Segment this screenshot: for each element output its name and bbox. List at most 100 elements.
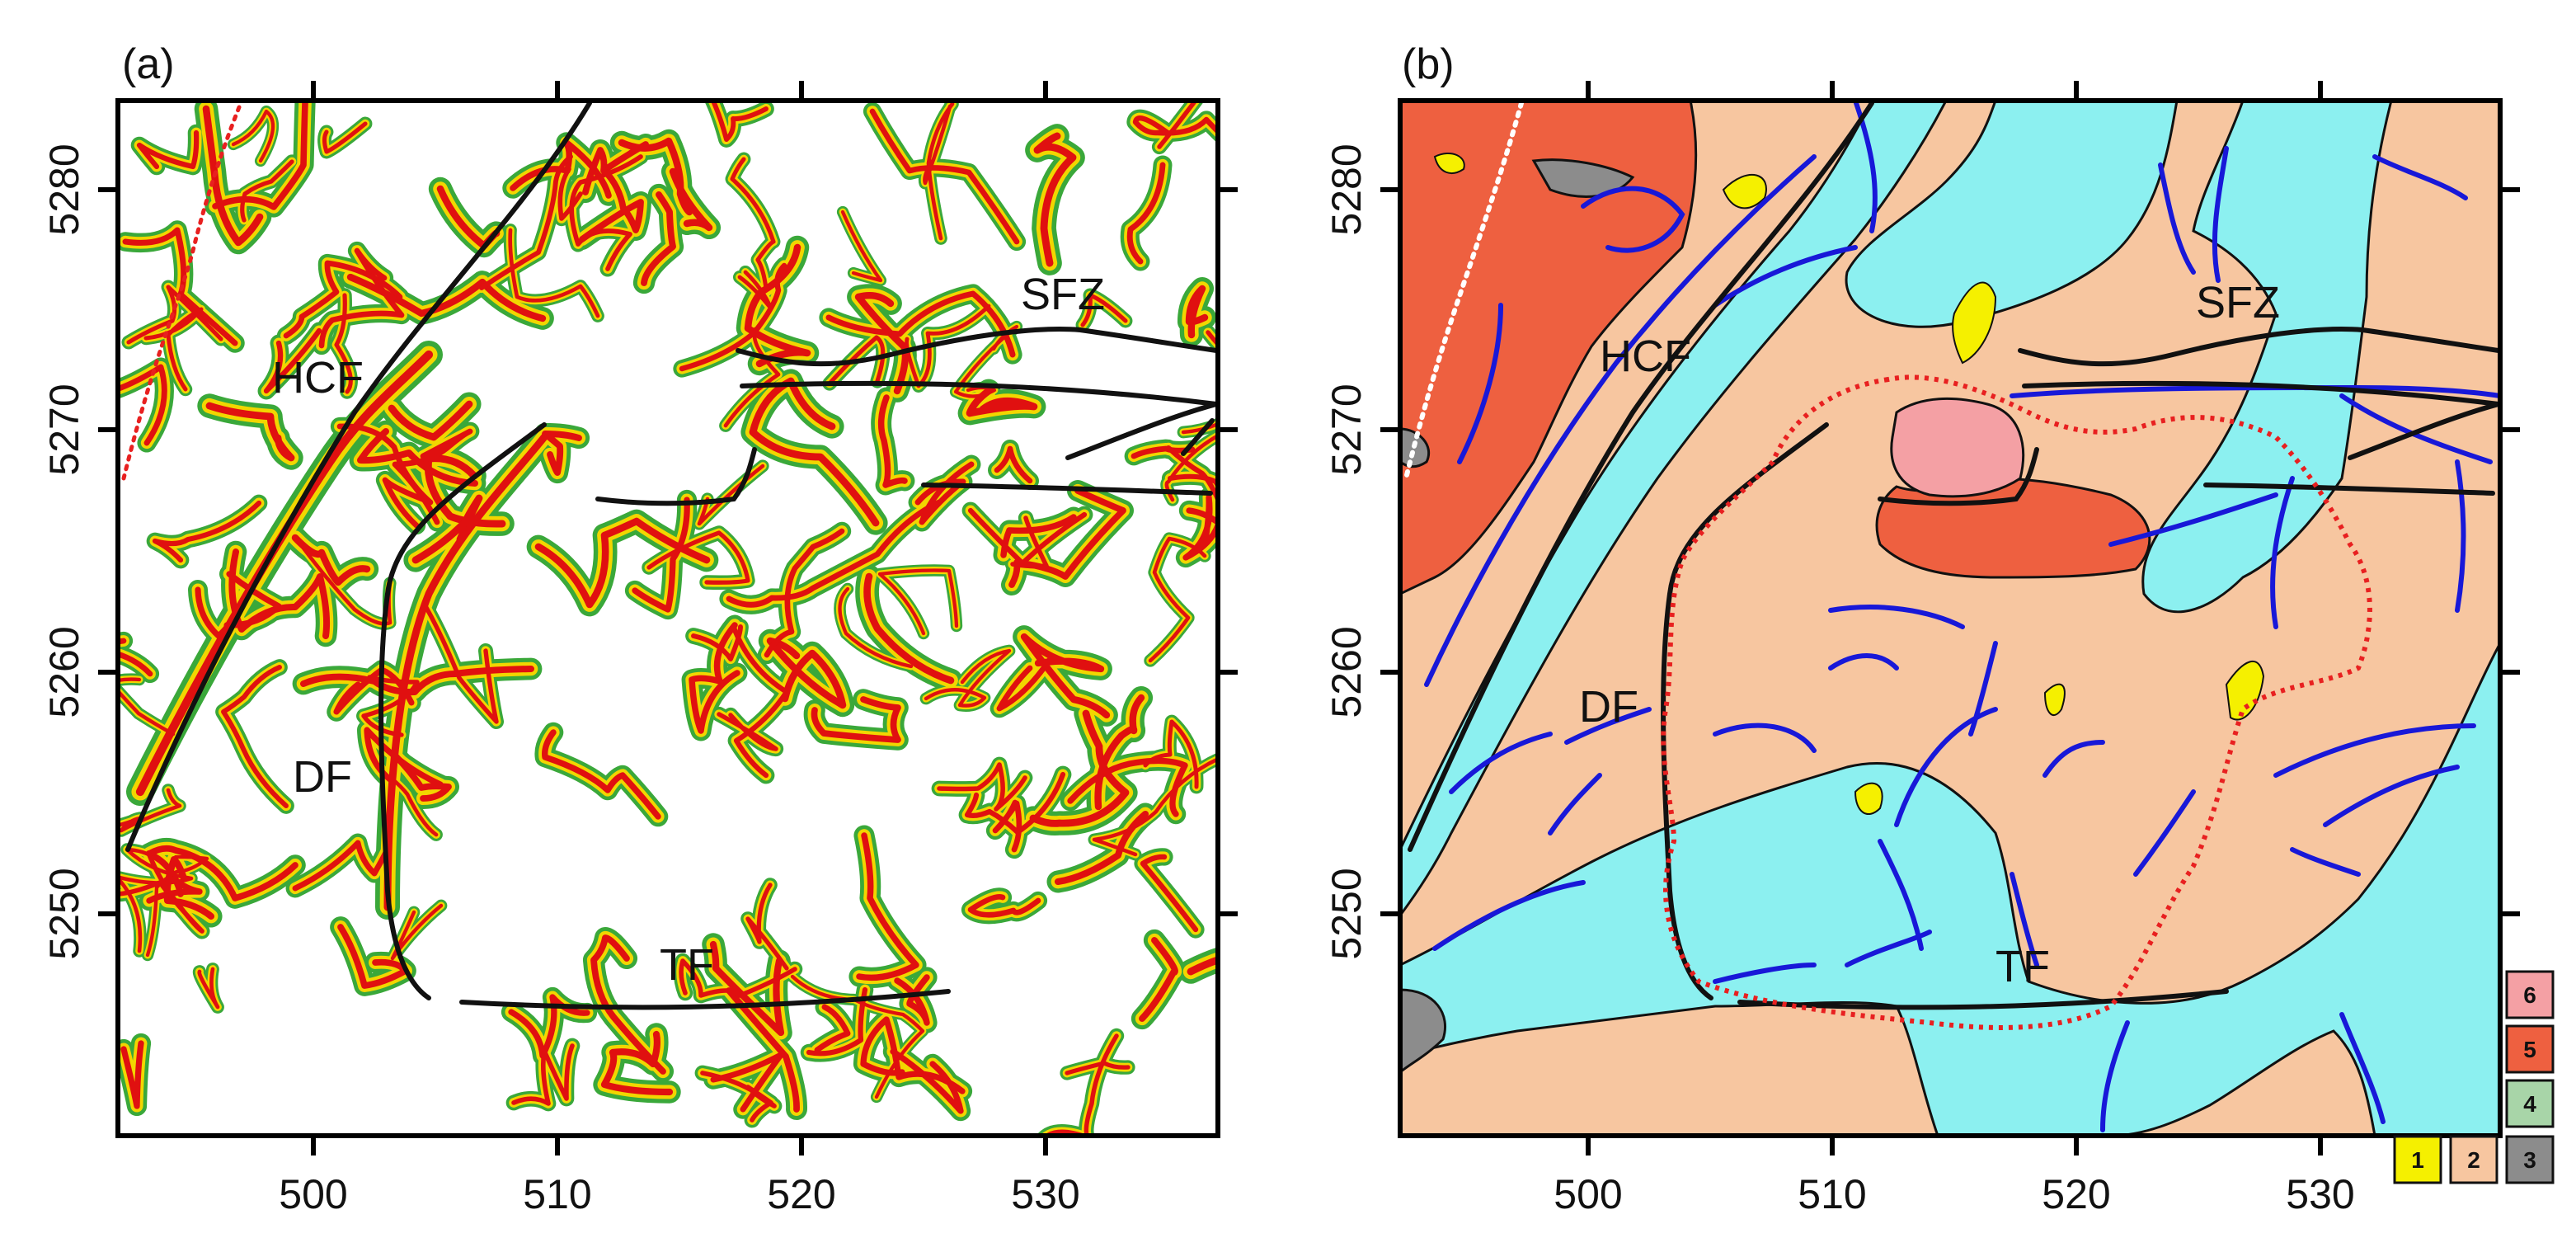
legend-key-1: 1 bbox=[2411, 1147, 2424, 1173]
panel-b: (b) bbox=[1323, 40, 2555, 1217]
unit-1-d bbox=[2043, 683, 2066, 716]
anomaly-strand bbox=[840, 209, 883, 283]
anomaly-strand bbox=[479, 154, 573, 290]
lineament-20 bbox=[1548, 773, 1602, 835]
anomaly-strand bbox=[197, 967, 220, 1010]
anomaly-strand bbox=[905, 304, 991, 388]
anomaly-strand bbox=[745, 883, 789, 971]
geology-map bbox=[1400, 101, 2500, 1136]
unit-1-c bbox=[2225, 660, 2265, 721]
unit-1-a bbox=[1722, 174, 1767, 209]
anomaly-strand bbox=[122, 227, 238, 346]
fault-tf-b bbox=[1737, 989, 2229, 1010]
legend-key-6: 6 bbox=[2523, 982, 2536, 1008]
lineament-4 bbox=[1713, 245, 1858, 308]
ticks-b bbox=[1380, 81, 2520, 1156]
anomaly-strand bbox=[283, 260, 403, 339]
anomaly-strand bbox=[357, 428, 478, 487]
fault-inner-b bbox=[1878, 447, 2039, 506]
fault-sfz-b3 bbox=[2203, 482, 2495, 496]
anomaly-strand bbox=[924, 648, 1012, 708]
x-tick-b-510: 510 bbox=[1798, 1171, 1866, 1217]
anomaly-strand bbox=[1164, 433, 1218, 502]
anomaly-strand bbox=[118, 364, 167, 446]
anomaly-strand bbox=[337, 924, 409, 989]
legend-swatch-1 bbox=[2393, 1135, 2442, 1184]
anomaly-strand bbox=[118, 688, 176, 737]
anomaly-strand bbox=[730, 157, 776, 291]
anomaly-strand bbox=[1008, 487, 1126, 588]
anomaly-strand bbox=[126, 285, 223, 345]
lineament-30 bbox=[1845, 930, 1932, 967]
fault-sfz-a2 bbox=[740, 380, 1219, 407]
anomaly-strand bbox=[726, 987, 800, 1113]
fault-inner-a bbox=[595, 447, 757, 506]
lineament-7 bbox=[2372, 154, 2468, 200]
x-tick-a-520: 520 bbox=[767, 1171, 835, 1217]
panel-b-frame bbox=[1398, 98, 2503, 1138]
y-tick-b-5270: 5270 bbox=[1323, 384, 1370, 475]
lineament-29 bbox=[2100, 1020, 2130, 1132]
anomaly-strand bbox=[383, 433, 548, 911]
panel-a-label: (a) bbox=[122, 40, 175, 88]
anomaly-strand bbox=[790, 974, 925, 1099]
unit-3-n bbox=[1531, 158, 1635, 198]
anomaly-strand bbox=[877, 394, 908, 488]
lineament-28 bbox=[2339, 1012, 2386, 1124]
lineament-2 bbox=[1457, 303, 1503, 464]
y-tick-b-5250: 5250 bbox=[1323, 868, 1370, 959]
label-tf-a: TF bbox=[660, 940, 714, 990]
x-tick-b-520: 520 bbox=[2042, 1171, 2110, 1217]
anomaly-strand bbox=[1092, 756, 1218, 857]
y-tick-b-5280: 5280 bbox=[1323, 144, 1370, 235]
anomaly-strand bbox=[579, 167, 644, 242]
anomaly-strand bbox=[590, 934, 666, 1075]
anomaly-strand bbox=[136, 129, 200, 170]
anomaly-strand bbox=[152, 500, 262, 563]
anomaly-strand bbox=[228, 548, 331, 639]
unit-cyan-north bbox=[1845, 101, 2179, 328]
label-tf-b: TF bbox=[1995, 942, 2050, 991]
unit-1-f bbox=[1433, 153, 1465, 174]
anomaly-strand bbox=[827, 335, 886, 386]
anomaly-strand bbox=[877, 568, 959, 636]
label-sfz-b: SFZ bbox=[2196, 278, 2280, 327]
anomaly-strand bbox=[1020, 633, 1111, 719]
anomaly-strand bbox=[292, 840, 391, 892]
unit-cyan-belt-nw bbox=[1400, 101, 1948, 918]
faults-b bbox=[1408, 101, 2500, 1010]
anomaly-strand bbox=[926, 101, 955, 241]
anomaly-strand bbox=[1185, 285, 1209, 339]
anomaly-strand bbox=[1094, 694, 1145, 811]
lineament-26 bbox=[2323, 765, 2460, 827]
faults-a bbox=[125, 101, 1219, 1010]
anomaly-strand bbox=[1139, 937, 1178, 1022]
panel-b-label: (b) bbox=[1402, 40, 1455, 88]
y-tick-b-5260: 5260 bbox=[1323, 626, 1370, 718]
anomaly-strand bbox=[869, 108, 1020, 245]
fault-hcf-a bbox=[125, 101, 592, 852]
x-tick-a-500: 500 bbox=[279, 1171, 347, 1217]
anomaly-strand bbox=[856, 832, 919, 981]
anomaly-strand bbox=[388, 400, 473, 441]
lineament-25 bbox=[2273, 723, 2476, 778]
legend-key-2: 2 bbox=[2467, 1147, 2480, 1173]
anomaly-strand bbox=[1029, 709, 1130, 827]
anomaly-strand bbox=[814, 1004, 851, 1053]
fault-sfz-a5 bbox=[1181, 418, 1215, 456]
anomaly-strand bbox=[318, 247, 405, 349]
anomaly-strand bbox=[1143, 719, 1199, 789]
fault-hcf-b bbox=[1408, 101, 1874, 852]
anomaly-strand bbox=[669, 167, 713, 232]
unit-1-b bbox=[1952, 281, 1997, 365]
anomaly-strand bbox=[202, 105, 264, 247]
legend-swatch-2 bbox=[2449, 1135, 2498, 1184]
lineament-21 bbox=[1432, 880, 1586, 951]
anomaly-strand bbox=[1203, 327, 1218, 351]
lineament-12 bbox=[2455, 459, 2466, 613]
anomaly-strand bbox=[1165, 445, 1218, 506]
anomaly-strand bbox=[118, 788, 182, 833]
lineament-27 bbox=[2290, 847, 2361, 877]
fault-sfz-b4 bbox=[2348, 402, 2500, 460]
y-tick-a-5270: 5270 bbox=[41, 384, 87, 475]
